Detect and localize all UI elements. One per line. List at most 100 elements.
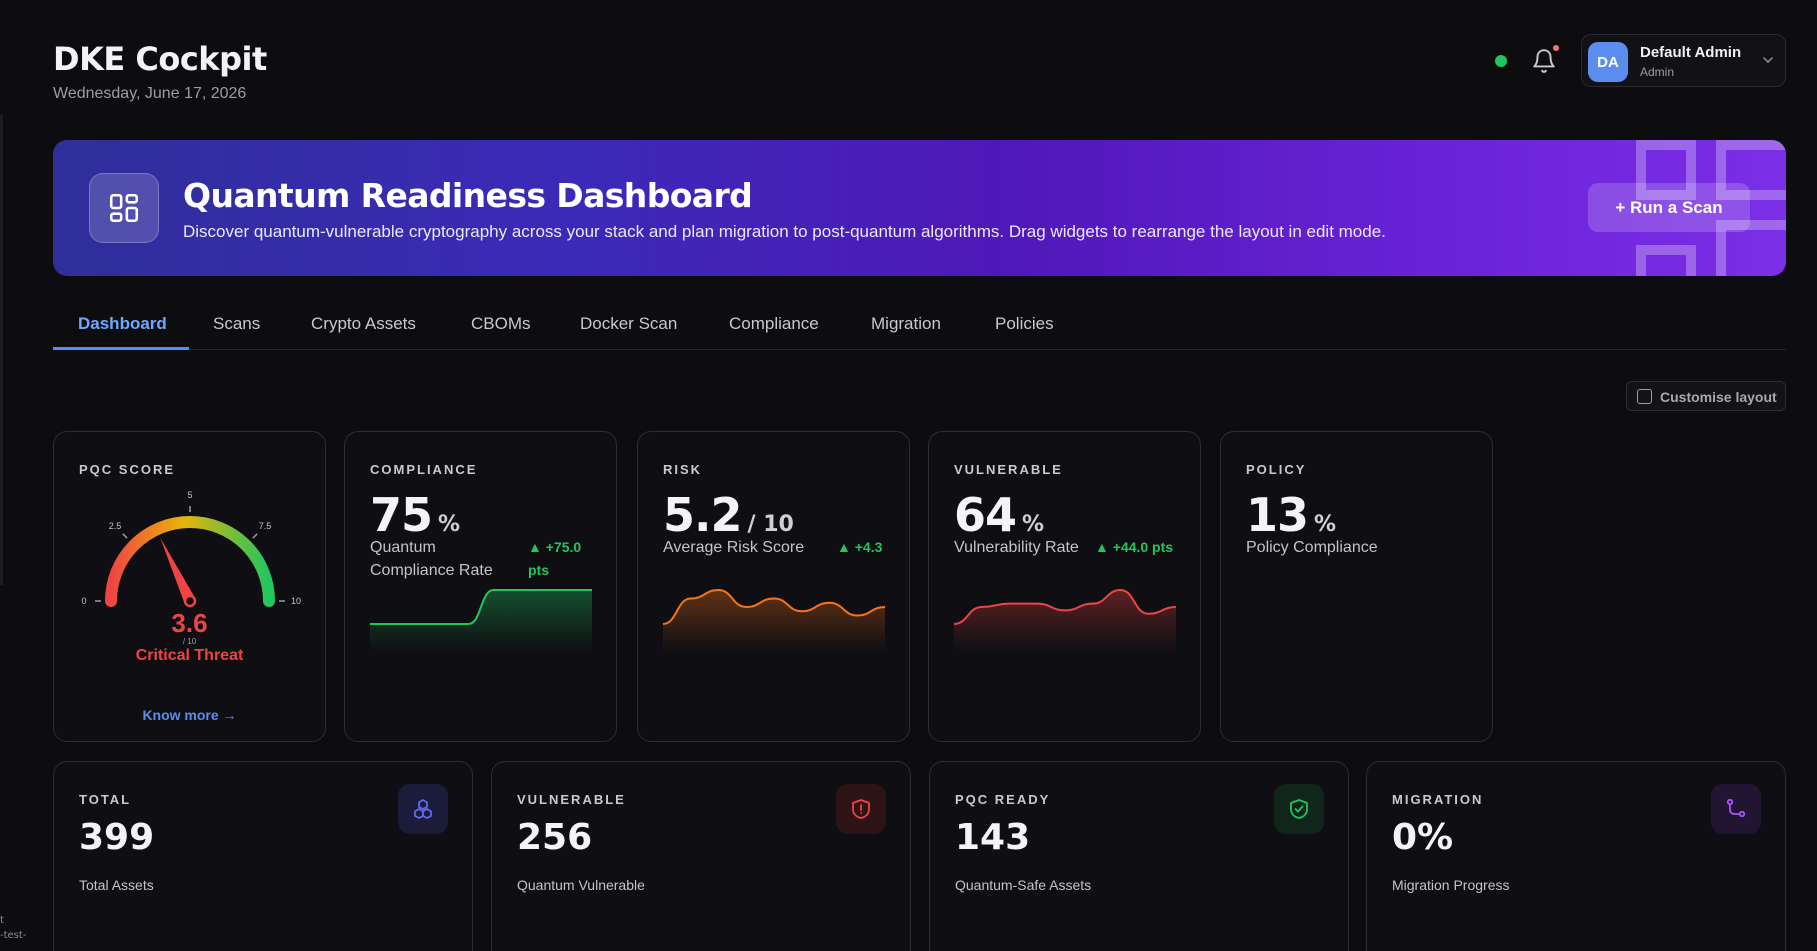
card-label: PQC SCORE — [79, 462, 176, 477]
metric-number: 13 — [1246, 488, 1309, 542]
metric-unit: / 10 — [747, 512, 794, 537]
total-assets-desc: Total Assets — [79, 877, 154, 893]
policy-card: POLICY 13% Policy Compliance — [1220, 431, 1493, 742]
card-label: MIGRATION — [1392, 792, 1484, 807]
metric-unit: % — [1022, 512, 1045, 537]
vulnerable-assets-desc: Quantum Vulnerable — [517, 877, 645, 893]
gauge-tick-label: 5 — [187, 490, 192, 500]
policy-value: 13% — [1246, 488, 1336, 542]
app-title: DKE Cockpit — [53, 40, 267, 78]
banner-subtitle: Discover quantum-vulnerable cryptography… — [183, 222, 1386, 241]
pqc-ready-desc: Quantum-Safe Assets — [955, 877, 1092, 893]
left-edge-strip — [0, 115, 3, 585]
vulnerable-delta: ▲ +44.0 pts — [1095, 539, 1174, 555]
edge-text: t — [0, 915, 4, 926]
pqc-status: Critical Threat — [135, 647, 244, 664]
run-scan-button[interactable]: + Run a Scan — [1588, 183, 1750, 232]
user-role: Admin — [1640, 65, 1675, 79]
risk-delta: ▲ +4.3 — [837, 539, 883, 555]
vulnerable-value: 64% — [954, 488, 1044, 542]
card-label: TOTAL — [79, 792, 132, 807]
compliance-sparkline — [370, 589, 592, 652]
user-name: Default Admin — [1640, 44, 1742, 61]
edge-text: -test- — [0, 930, 27, 941]
metric-unit: % — [438, 512, 461, 537]
tab-bar: Dashboard Scans Crypto Assets CBOMs Dock… — [53, 302, 1786, 350]
shield-alert-icon — [836, 784, 886, 834]
metric-number: 75 — [370, 488, 433, 542]
pqc-ready-value: 143 — [955, 817, 1031, 858]
user-menu[interactable]: DA Default Admin Admin — [1581, 34, 1786, 87]
risk-description: Average Risk Score — [663, 539, 805, 556]
total-assets-value: 399 — [79, 817, 155, 858]
tab-crypto-assets[interactable]: Crypto Assets — [311, 314, 416, 333]
dashboard-icon — [89, 173, 159, 243]
chevron-down-icon — [1763, 57, 1773, 63]
metric-unit: % — [1314, 512, 1337, 537]
migration-desc: Migration Progress — [1392, 877, 1510, 893]
bell-icon[interactable] — [1531, 48, 1557, 74]
migration-value: 0% — [1392, 817, 1454, 858]
tab-cboms[interactable]: CBOMs — [471, 314, 531, 333]
delta-line: pts — [528, 562, 549, 578]
metric-number: 5.2 — [663, 488, 742, 542]
top-bar: DKE Cockpit Wednesday, June 17, 2026 DA … — [53, 0, 1786, 130]
sparkline-line — [954, 588, 1176, 625]
gauge-pivot — [183, 594, 197, 608]
tab-policies[interactable]: Policies — [995, 314, 1054, 333]
tab-migration[interactable]: Migration — [871, 314, 941, 333]
sparkline-line — [370, 589, 592, 625]
current-date: Wednesday, June 17, 2026 — [53, 85, 247, 102]
total-assets-card: TOTAL 399 Total Assets — [53, 761, 473, 951]
pqc-gauge: 0 2.5 5 7.5 10 — [81, 490, 301, 608]
vulnerable-description: Vulnerability Rate — [954, 539, 1079, 556]
notification-badge — [1553, 45, 1559, 51]
risk-value: 5.2/ 10 — [663, 488, 794, 542]
compliance-card: COMPLIANCE 75% Quantum Compliance Rate ▲ … — [344, 431, 617, 742]
vulnerable-assets-value: 256 — [517, 817, 593, 858]
card-label: VULNERABLE — [954, 462, 1063, 477]
status-indicator — [1495, 55, 1507, 67]
git-branch-icon — [1711, 784, 1761, 834]
compliance-value: 75% — [370, 488, 460, 542]
card-label: COMPLIANCE — [370, 462, 478, 477]
card-label: PQC READY — [955, 792, 1051, 807]
compliance-delta: ▲ +75.0 pts — [528, 536, 581, 582]
vulnerable-card: VULNERABLE 64% Vulnerability Rate ▲ +44.… — [928, 431, 1201, 742]
cubes-icon — [398, 784, 448, 834]
card-label: VULNERABLE — [517, 792, 626, 807]
pqc-score-denominator: / 10 — [182, 637, 197, 646]
pqc-ready-card: PQC READY 143 Quantum-Safe Assets — [929, 761, 1349, 951]
card-label: RISK — [663, 462, 703, 477]
compliance-description: Quantum Compliance Rate — [370, 536, 493, 582]
sparkline-area — [370, 590, 592, 652]
gauge-tick — [122, 533, 128, 539]
metric-number: 64 — [954, 488, 1017, 542]
know-more-link[interactable]: Know more → — [142, 707, 237, 723]
delta-line: ▲ +75.0 — [528, 539, 582, 555]
vulnerable-assets-card: VULNERABLE 256 Quantum Vulnerable — [491, 761, 911, 951]
risk-sparkline — [663, 588, 885, 652]
vulnerable-sparkline — [954, 588, 1176, 652]
risk-card: RISK 5.2/ 10 Average Risk Score ▲ +4.3 — [637, 431, 910, 742]
sparkline-area — [663, 590, 885, 652]
migration-card: MIGRATION 0% Migration Progress — [1366, 761, 1786, 951]
sparkline-area — [954, 590, 1176, 652]
gauge-tick-label: 7.5 — [259, 521, 272, 531]
customise-checkbox[interactable] — [1637, 389, 1652, 404]
gauge-tick-label: 10 — [291, 596, 301, 606]
tab-scans[interactable]: Scans — [213, 314, 261, 333]
tab-compliance[interactable]: Compliance — [729, 314, 819, 333]
tab-dashboard[interactable]: Dashboard — [78, 314, 167, 333]
gauge-tick — [252, 533, 258, 539]
grid-pattern-decoration — [1636, 140, 1786, 276]
avatar: DA — [1588, 42, 1628, 82]
shield-check-icon — [1274, 784, 1324, 834]
policy-description: Policy Compliance — [1246, 539, 1378, 556]
customise-layout-toggle[interactable]: Customise layout — [1626, 381, 1786, 411]
desc-line: Compliance Rate — [370, 562, 493, 579]
sparkline-line — [663, 588, 885, 625]
gauge-needle — [160, 537, 196, 604]
banner-title: Quantum Readiness Dashboard — [183, 176, 753, 215]
tab-docker-scan[interactable]: Docker Scan — [580, 314, 678, 333]
